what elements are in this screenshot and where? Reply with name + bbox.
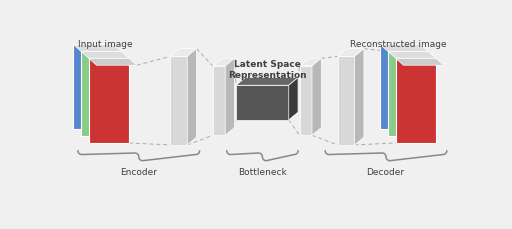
Text: Bottleneck: Bottleneck (238, 168, 287, 177)
Polygon shape (388, 51, 428, 136)
Polygon shape (312, 58, 322, 135)
Polygon shape (73, 44, 121, 51)
Polygon shape (170, 49, 197, 56)
Polygon shape (380, 44, 428, 51)
Polygon shape (225, 58, 234, 135)
Polygon shape (89, 58, 129, 143)
Text: Input image: Input image (78, 40, 133, 49)
Polygon shape (170, 56, 187, 145)
Polygon shape (81, 51, 129, 58)
Polygon shape (73, 44, 114, 129)
Text: Latent Space
Representation: Latent Space Representation (228, 60, 306, 80)
Polygon shape (337, 49, 364, 56)
Text: Reconstructed image: Reconstructed image (350, 40, 447, 49)
Polygon shape (236, 85, 289, 120)
Polygon shape (380, 44, 420, 129)
Text: Encoder: Encoder (120, 168, 157, 177)
Polygon shape (355, 49, 364, 145)
Polygon shape (89, 58, 137, 65)
Polygon shape (213, 58, 234, 66)
Polygon shape (236, 78, 298, 85)
Polygon shape (81, 51, 121, 136)
Polygon shape (337, 56, 355, 145)
Text: Decoder: Decoder (367, 168, 404, 177)
Polygon shape (388, 51, 436, 58)
Polygon shape (396, 58, 436, 143)
Polygon shape (187, 49, 197, 145)
Polygon shape (300, 66, 312, 135)
Polygon shape (300, 58, 322, 66)
Polygon shape (289, 78, 298, 120)
Polygon shape (213, 66, 225, 135)
Polygon shape (396, 58, 444, 65)
